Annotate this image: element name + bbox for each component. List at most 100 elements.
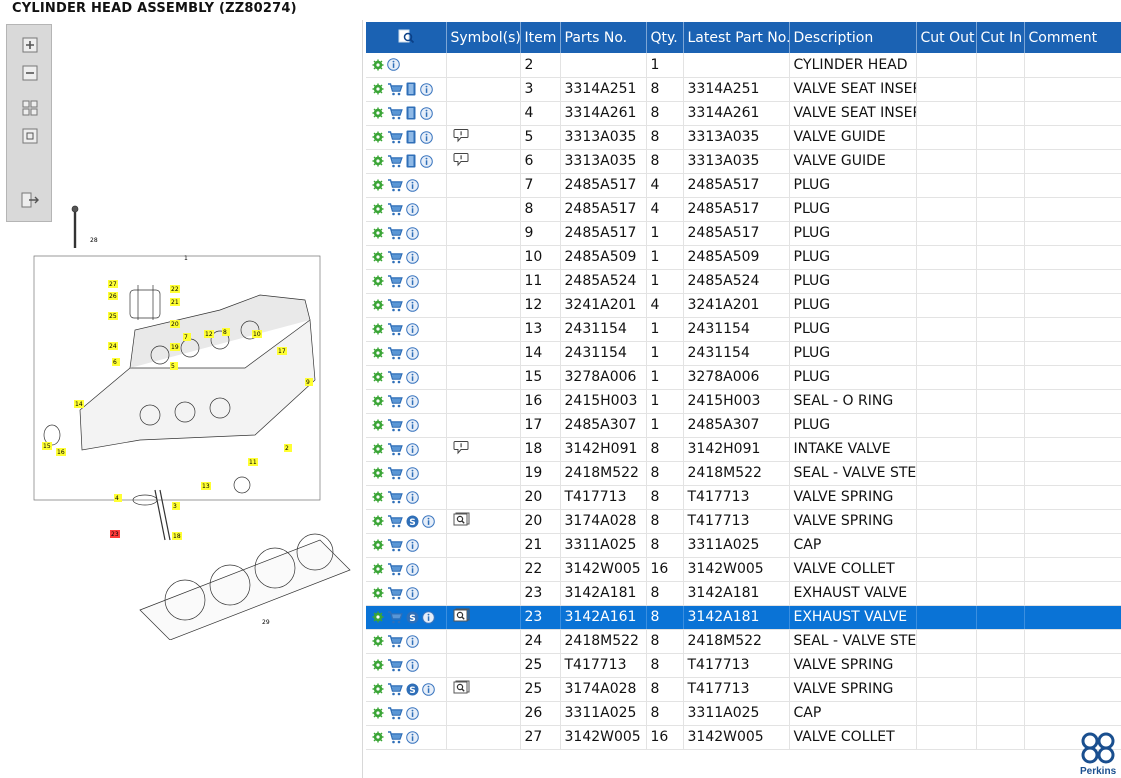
info-icon[interactable]: [422, 514, 435, 528]
cart-icon[interactable]: [387, 730, 403, 744]
callout-29[interactable]: 29: [262, 619, 270, 626]
info-icon[interactable]: [420, 154, 433, 168]
cart-icon[interactable]: [387, 562, 403, 576]
info-icon[interactable]: [387, 58, 400, 72]
settings-icon[interactable]: [372, 611, 384, 623]
settings-icon[interactable]: [372, 635, 384, 647]
settings-icon[interactable]: [372, 323, 384, 335]
settings-icon[interactable]: [372, 371, 384, 383]
callout-9[interactable]: 9: [306, 379, 310, 386]
cart-icon[interactable]: [387, 322, 403, 336]
info-icon[interactable]: [406, 538, 419, 552]
table-row[interactable]: S 23 3142A161 8 3142A181 EXHAUST VALVE: [366, 605, 1121, 630]
service-icon[interactable]: S: [406, 611, 419, 624]
settings-icon[interactable]: [372, 659, 384, 671]
table-row[interactable]: 5 3313A035 8 3313A035 VALVE GUIDE: [366, 125, 1121, 150]
settings-icon[interactable]: [372, 731, 384, 743]
table-row[interactable]: 21 3311A025 8 3311A025 CAP: [366, 533, 1121, 558]
cart-icon[interactable]: [387, 514, 403, 528]
callout-15[interactable]: 15: [43, 443, 51, 450]
cart-icon[interactable]: [387, 154, 403, 168]
settings-icon[interactable]: [372, 419, 384, 431]
settings-icon[interactable]: [372, 155, 384, 167]
info-icon[interactable]: [406, 202, 419, 216]
callout-16[interactable]: 16: [57, 449, 65, 456]
callout-28[interactable]: 28: [90, 237, 98, 244]
cart-icon[interactable]: [387, 466, 403, 480]
callout-24[interactable]: 24: [109, 343, 117, 350]
column-actions[interactable]: [366, 22, 447, 53]
settings-icon[interactable]: [372, 227, 384, 239]
callout-20[interactable]: 20: [171, 321, 179, 328]
settings-icon[interactable]: [372, 539, 384, 551]
cart-icon[interactable]: [387, 490, 403, 504]
table-row[interactable]: 15 3278A006 1 3278A006 PLUG: [366, 365, 1121, 390]
info-icon[interactable]: [422, 610, 435, 624]
info-icon[interactable]: [406, 658, 419, 672]
callout-27[interactable]: 27: [109, 281, 117, 288]
service-icon[interactable]: S: [406, 515, 419, 528]
settings-icon[interactable]: [372, 59, 384, 71]
info-icon[interactable]: [406, 394, 419, 408]
kit-lookup-icon[interactable]: [453, 512, 471, 526]
cart-icon[interactable]: [387, 418, 403, 432]
table-row[interactable]: 25 T417713 8 T417713 VALVE SPRING: [366, 653, 1121, 678]
book-icon[interactable]: [406, 106, 417, 120]
callout-12[interactable]: 12: [205, 331, 213, 338]
fit-page-button[interactable]: [21, 127, 39, 145]
table-row[interactable]: 9 2485A517 1 2485A517 PLUG: [366, 221, 1121, 246]
settings-icon[interactable]: [372, 275, 384, 287]
callout-3[interactable]: 3: [173, 503, 177, 510]
table-row[interactable]: 8 2485A517 4 2485A517 PLUG: [366, 197, 1121, 222]
table-row[interactable]: 13 2431154 1 2431154 PLUG: [366, 317, 1121, 342]
cart-icon[interactable]: [387, 298, 403, 312]
settings-icon[interactable]: [372, 107, 384, 119]
table-row[interactable]: 23 3142A181 8 3142A181 EXHAUST VALVE: [366, 581, 1121, 606]
cart-icon[interactable]: [387, 634, 403, 648]
info-icon[interactable]: [406, 370, 419, 384]
callout-14[interactable]: 14: [75, 401, 83, 408]
info-icon[interactable]: [406, 346, 419, 360]
cart-icon[interactable]: [387, 178, 403, 192]
table-row[interactable]: 7 2485A517 4 2485A517 PLUG: [366, 173, 1121, 198]
book-icon[interactable]: [406, 82, 417, 96]
table-row[interactable]: 27 3142W005 16 3142W005 VALVE COLLET: [366, 725, 1121, 750]
zoom-out-button[interactable]: [21, 64, 39, 82]
table-row[interactable]: 14 2431154 1 2431154 PLUG: [366, 341, 1121, 366]
callout-6[interactable]: 6: [113, 359, 117, 366]
info-icon[interactable]: [406, 322, 419, 336]
callout-22[interactable]: 22: [171, 286, 179, 293]
callout-25[interactable]: 25: [109, 313, 117, 320]
cart-icon[interactable]: [387, 202, 403, 216]
info-icon[interactable]: [420, 82, 433, 96]
column-cut-in[interactable]: Cut In: [976, 22, 1025, 53]
settings-icon[interactable]: [372, 587, 384, 599]
callout-19[interactable]: 19: [171, 344, 179, 351]
settings-icon[interactable]: [372, 203, 384, 215]
table-row[interactable]: 19 2418M522 8 2418M522 SEAL - VALVE STEM: [366, 461, 1121, 486]
info-icon[interactable]: [422, 682, 435, 696]
info-icon[interactable]: [406, 418, 419, 432]
cart-icon[interactable]: [387, 226, 403, 240]
callout-4[interactable]: 4: [115, 495, 119, 502]
service-icon[interactable]: S: [406, 683, 419, 696]
info-icon[interactable]: [406, 226, 419, 240]
column-cut-out[interactable]: Cut Out: [916, 22, 977, 53]
cart-icon[interactable]: [387, 274, 403, 288]
info-icon[interactable]: [406, 466, 419, 480]
settings-icon[interactable]: [372, 131, 384, 143]
find-parts-icon[interactable]: [398, 28, 414, 44]
callout-8[interactable]: 8: [223, 329, 227, 336]
settings-icon[interactable]: [372, 251, 384, 263]
info-icon[interactable]: [420, 106, 433, 120]
table-row[interactable]: 12 3241A201 4 3241A201 PLUG: [366, 293, 1121, 318]
export-button[interactable]: [21, 191, 39, 209]
info-icon[interactable]: [406, 442, 419, 456]
cart-icon[interactable]: [387, 658, 403, 672]
callout-10[interactable]: 10: [253, 331, 261, 338]
cart-icon[interactable]: [387, 538, 403, 552]
info-icon[interactable]: [406, 706, 419, 720]
table-row[interactable]: 16 2415H003 1 2415H003 SEAL - O RING: [366, 389, 1121, 414]
column-parts-no[interactable]: Parts No.: [560, 22, 647, 53]
